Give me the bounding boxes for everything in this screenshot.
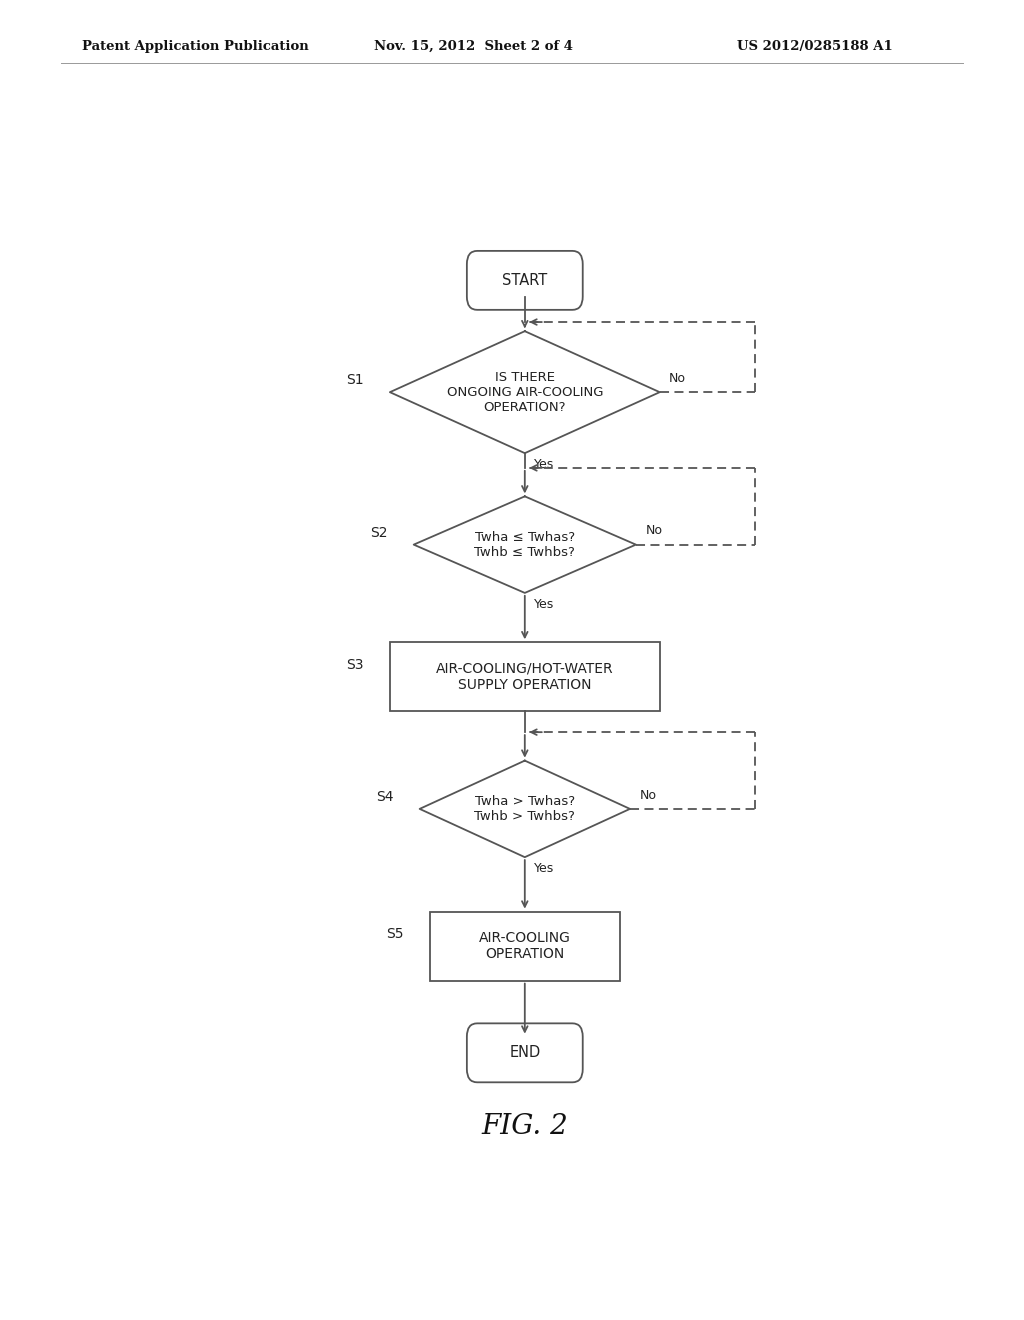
- Text: AIR-COOLING
OPERATION: AIR-COOLING OPERATION: [479, 931, 570, 961]
- Text: Twha > Twhas?
Twhb > Twhbs?: Twha > Twhas? Twhb > Twhbs?: [474, 795, 575, 822]
- Text: No: No: [639, 789, 656, 801]
- Text: No: No: [670, 372, 686, 385]
- Text: IS THERE
ONGOING AIR-COOLING
OPERATION?: IS THERE ONGOING AIR-COOLING OPERATION?: [446, 371, 603, 413]
- Text: S4: S4: [376, 789, 393, 804]
- Text: S2: S2: [370, 525, 387, 540]
- Text: No: No: [645, 524, 663, 537]
- Text: S5: S5: [386, 927, 403, 941]
- Text: Yes: Yes: [535, 598, 555, 611]
- Text: Nov. 15, 2012  Sheet 2 of 4: Nov. 15, 2012 Sheet 2 of 4: [374, 40, 572, 53]
- Text: AIR-COOLING/HOT-WATER
SUPPLY OPERATION: AIR-COOLING/HOT-WATER SUPPLY OPERATION: [436, 661, 613, 692]
- Polygon shape: [390, 331, 659, 453]
- Text: Yes: Yes: [535, 862, 555, 875]
- Text: START: START: [502, 273, 548, 288]
- Text: Patent Application Publication: Patent Application Publication: [82, 40, 308, 53]
- Text: FIG. 2: FIG. 2: [481, 1113, 568, 1140]
- FancyBboxPatch shape: [467, 1023, 583, 1082]
- Text: END: END: [509, 1045, 541, 1060]
- Text: US 2012/0285188 A1: US 2012/0285188 A1: [737, 40, 893, 53]
- Polygon shape: [414, 496, 636, 593]
- Text: S3: S3: [346, 657, 364, 672]
- FancyBboxPatch shape: [467, 251, 583, 310]
- Text: S1: S1: [346, 374, 364, 387]
- Polygon shape: [420, 760, 630, 857]
- Text: Twha ≤ Twhas?
Twhb ≤ Twhbs?: Twha ≤ Twhas? Twhb ≤ Twhbs?: [474, 531, 575, 558]
- Bar: [430, 912, 621, 981]
- Bar: [390, 643, 659, 711]
- Text: Yes: Yes: [535, 458, 555, 471]
